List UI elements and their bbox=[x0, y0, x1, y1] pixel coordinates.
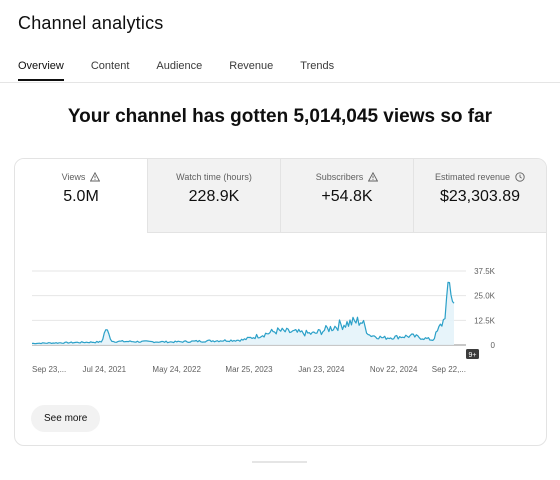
x-tick-label: Nov 22, 2024 bbox=[370, 365, 418, 374]
tab-content[interactable]: Content bbox=[90, 60, 130, 72]
metric-value: 5.0M bbox=[63, 188, 99, 205]
x-tick-label: Mar 25, 2023 bbox=[225, 365, 273, 374]
x-tick-label: Jan 23, 2024 bbox=[298, 365, 345, 374]
views-area bbox=[32, 282, 454, 345]
x-tick-label: Sep 22,... bbox=[432, 365, 466, 374]
video-marker[interactable]: 9+ bbox=[466, 349, 479, 359]
analytics-card: Views 5.0M Watch time (hours) 228.9K Sub… bbox=[14, 158, 547, 446]
views-chart: 37.5K 25.0K 12.5K 0 Sep 23,... Jul 24, 2021 M… bbox=[31, 267, 496, 374]
metric-watch-time[interactable]: Watch time (hours) 228.9K bbox=[147, 159, 280, 233]
y-tick-label: 37.5K bbox=[474, 267, 496, 276]
metric-value: +54.8K bbox=[321, 188, 373, 205]
metric-label: Subscribers bbox=[315, 172, 364, 182]
metric-subscribers[interactable]: Subscribers +54.8K bbox=[280, 159, 413, 233]
x-tick-label: Jul 24, 2021 bbox=[83, 365, 127, 374]
tab-audience[interactable]: Audience bbox=[156, 60, 203, 72]
x-tick-label: Sep 23,... bbox=[32, 365, 66, 374]
video-marker-badge: 9+ bbox=[469, 352, 477, 359]
tab-revenue[interactable]: Revenue bbox=[229, 60, 274, 72]
tab-overview[interactable]: Overview bbox=[18, 60, 64, 81]
tabs-divider bbox=[0, 82, 560, 83]
warning-icon[interactable] bbox=[368, 172, 379, 182]
y-tick-label: 25.0K bbox=[474, 292, 496, 301]
warning-icon[interactable] bbox=[90, 172, 101, 182]
x-tick-label: May 24, 2022 bbox=[152, 365, 201, 374]
metric-label: Estimated revenue bbox=[434, 172, 511, 182]
page-title: Channel analytics bbox=[18, 13, 164, 33]
metric-tabs: Views 5.0M Watch time (hours) 228.9K Sub… bbox=[15, 159, 546, 233]
metric-label: Watch time (hours) bbox=[176, 172, 252, 182]
see-more-button[interactable]: See more bbox=[31, 405, 101, 432]
y-tick-label: 0 bbox=[491, 341, 496, 350]
metric-value: 228.9K bbox=[188, 188, 240, 205]
metric-label: Views bbox=[61, 172, 86, 182]
y-tick-label: 12.5K bbox=[474, 316, 496, 325]
bottom-scroll-indicator bbox=[252, 461, 307, 463]
metric-value: $23,303.89 bbox=[439, 188, 521, 205]
clock-icon[interactable] bbox=[515, 172, 525, 182]
metric-revenue[interactable]: Estimated revenue $23,303.89 bbox=[413, 159, 546, 233]
views-line bbox=[31, 281, 455, 345]
tab-trends[interactable]: Trends bbox=[300, 60, 335, 72]
tab-bar: Overview Content Audience Revenue Trends bbox=[18, 60, 361, 81]
metric-views[interactable]: Views 5.0M bbox=[15, 159, 147, 233]
total-views-headline: Your channel has gotten 5,014,045 views … bbox=[67, 106, 493, 127]
